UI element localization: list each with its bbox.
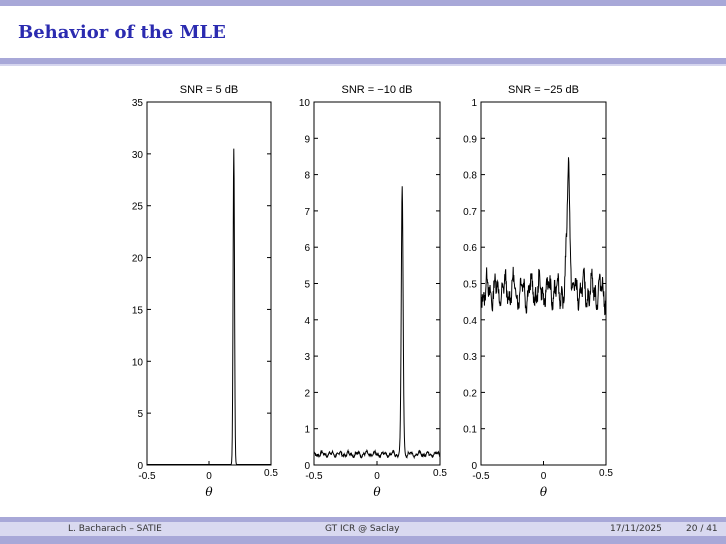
footer-band-top (0, 517, 726, 522)
y-tick-label: 0 (137, 461, 143, 472)
y-tick-label: 20 (132, 254, 144, 265)
y-tick-label: 4 (304, 316, 310, 327)
y-tick-label: 0.4 (463, 316, 477, 327)
x-tick-label: 0 (206, 471, 212, 482)
y-tick-label: 1 (471, 98, 477, 109)
y-tick-label: 25 (132, 202, 144, 213)
x-tick-label: 0.5 (264, 468, 278, 479)
footer-venue: GT ICR @ Saclay (325, 524, 400, 534)
x-axis-label-1: θ (205, 485, 213, 499)
x-tick-label: 0 (541, 471, 547, 482)
y-tick-label: 2 (304, 388, 310, 399)
series-line-1 (147, 148, 271, 465)
series-line-3 (480, 157, 607, 316)
y-tick-label: 0.3 (463, 352, 477, 363)
y-tick-label: 7 (304, 207, 310, 218)
y-tick-label: 35 (132, 98, 144, 109)
x-axis-label-2: θ (373, 485, 381, 499)
x-tick-label: 0.5 (433, 468, 447, 479)
y-tick-label: 30 (132, 150, 144, 161)
plot-frame-1 (146, 101, 272, 466)
y-tick-label: 15 (132, 305, 144, 316)
y-tick-label: 0.9 (463, 134, 477, 145)
y-tick-label: 3 (304, 352, 310, 363)
x-tick-label: 0 (374, 471, 380, 482)
footer-date: 17/11/2025 (610, 524, 662, 534)
y-tick-label: 0.7 (463, 207, 477, 218)
footer-page: 20 / 41 (686, 524, 718, 534)
x-tick-label: -0.5 (472, 471, 490, 482)
chart-title-1: SNR = 5 dB (180, 84, 238, 96)
series-line-2 (313, 186, 441, 460)
y-tick-label: 10 (132, 357, 144, 368)
y-tick-label: 0 (304, 461, 310, 472)
y-tick-label: 0 (471, 461, 477, 472)
y-tick-label: 10 (299, 98, 311, 109)
footer-band-bottom (0, 536, 726, 544)
y-tick-label: 0.5 (463, 280, 477, 291)
title-rule (0, 58, 726, 64)
x-tick-label: 0.5 (599, 468, 613, 479)
x-tick-label: -0.5 (138, 471, 156, 482)
footer-band (0, 522, 726, 536)
y-tick-label: 0.8 (463, 171, 477, 182)
y-tick-label: 9 (304, 134, 310, 145)
x-tick-label: -0.5 (305, 471, 323, 482)
chart-title-3: SNR = −25 dB (508, 84, 579, 96)
plot-frame-2 (313, 101, 441, 466)
footer-author: L. Bacharach – SATIE (68, 524, 162, 534)
y-tick-label: 6 (304, 243, 310, 254)
title-rule-shadow (0, 64, 726, 66)
y-tick-label: 5 (137, 409, 143, 420)
chart-title-2: SNR = −10 dB (342, 84, 413, 96)
x-axis-label-3: θ (540, 485, 548, 499)
y-tick-label: 5 (304, 280, 310, 291)
header-top-band (0, 0, 726, 6)
y-tick-label: 0.1 (463, 425, 477, 436)
y-tick-label: 0.2 (463, 388, 477, 399)
y-tick-label: 1 (304, 425, 310, 436)
slide-title: Behavior of the MLE (18, 22, 226, 43)
y-tick-label: 0.6 (463, 243, 477, 254)
y-tick-label: 8 (304, 171, 310, 182)
plot-frame-3 (480, 101, 607, 466)
